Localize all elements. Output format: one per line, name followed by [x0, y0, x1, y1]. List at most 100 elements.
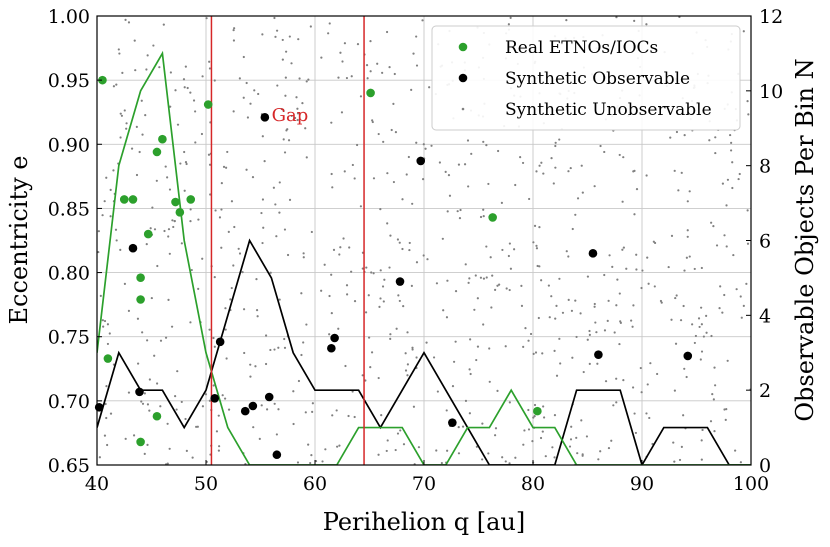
- synthetic-unobservable-point: [613, 331, 616, 334]
- synthetic-unobservable-point: [224, 328, 227, 331]
- synthetic-unobservable-point: [121, 71, 124, 75]
- synthetic-unobservable-point: [372, 272, 375, 275]
- synthetic-unobservable-point: [305, 323, 308, 326]
- synthetic-unobservable-point: [430, 144, 433, 147]
- y-axis-label: Eccentricity e: [5, 155, 33, 324]
- y-tick-label: 0.90: [48, 134, 90, 156]
- synthetic-unobservable-point: [376, 62, 379, 65]
- synthetic-unobservable-point: [673, 389, 676, 392]
- synthetic-unobservable-point: [309, 461, 312, 465]
- synthetic-unobservable-point: [109, 215, 112, 218]
- synthetic-unobservable-point: [588, 329, 591, 333]
- synthetic-unobservable-point: [625, 267, 628, 270]
- synthetic-unobservable-point: [224, 307, 227, 310]
- synthetic-unobservable-point: [328, 22, 331, 25]
- synthetic-unobservable-point: [184, 417, 187, 421]
- synthetic-unobservable-point: [734, 449, 737, 452]
- synthetic-unobservable-point: [535, 170, 538, 173]
- synthetic-unobservable-point: [579, 312, 582, 315]
- synthetic-unobservable-point: [570, 309, 574, 312]
- synthetic-unobservable-point: [726, 359, 729, 362]
- synthetic-unobservable-point: [639, 366, 642, 370]
- synthetic-unobservable-point: [482, 208, 485, 211]
- synthetic-unobservable-point: [519, 156, 522, 159]
- synthetic-unobservable-point: [183, 150, 186, 154]
- synthetic-unobservable-point: [232, 39, 236, 42]
- synthetic-unobservable-point: [114, 228, 118, 231]
- synthetic-unobservable-point: [541, 430, 544, 433]
- synthetic-unobservable-point: [274, 35, 277, 38]
- synthetic-unobservable-point: [646, 256, 649, 259]
- synthetic-unobservable-point: [173, 219, 176, 223]
- synthetic-unobservable-point: [338, 253, 341, 256]
- synthetic-unobservable-point: [444, 170, 447, 174]
- synthetic-unobservable-point: [401, 247, 404, 251]
- synthetic-unobservable-point: [508, 401, 511, 404]
- synthetic-unobservable-point: [746, 209, 749, 212]
- synthetic-unobservable-point: [159, 405, 162, 408]
- synthetic-unobservable-point: [261, 33, 264, 36]
- y-right-tick-label: 12: [759, 6, 783, 28]
- synthetic-unobservable-point: [343, 170, 346, 173]
- synthetic-unobservable-point: [683, 367, 686, 370]
- synthetic-unobservable-point: [302, 252, 305, 255]
- synthetic-unobservable-point: [390, 128, 393, 132]
- synthetic-unobservable-point: [223, 397, 227, 400]
- synthetic-unobservable-point: [454, 340, 457, 343]
- synthetic-unobservable-point: [474, 274, 477, 277]
- synthetic-unobservable-point: [428, 86, 431, 89]
- synthetic-unobservable-point: [233, 225, 236, 229]
- synthetic-unobservable-point: [533, 415, 536, 418]
- synthetic-unobservable-point: [292, 390, 295, 393]
- y-right-tick-label: 4: [759, 305, 771, 327]
- synthetic-unobservable-point: [283, 346, 287, 349]
- synthetic-unobservable-point: [103, 200, 106, 203]
- synthetic-unobservable-point: [174, 395, 177, 398]
- synthetic-unobservable-point: [682, 304, 685, 308]
- synthetic-unobservable-point: [417, 446, 421, 449]
- synthetic-unobservable-point: [336, 445, 339, 448]
- synthetic-unobservable-point: [331, 186, 334, 189]
- synthetic-unobservable-point: [700, 458, 703, 461]
- synthetic-unobservable-point: [468, 368, 471, 371]
- synthetic-unobservable-point: [168, 252, 171, 255]
- synthetic-unobservable-point: [108, 332, 111, 335]
- synthetic-unobservable-point: [700, 266, 703, 270]
- synthetic-unobservable-point: [217, 449, 220, 452]
- real-etno-point: [136, 273, 145, 283]
- synthetic-unobservable-point: [388, 266, 391, 269]
- synthetic-unobservable-point: [438, 161, 441, 164]
- synthetic-unobservable-point: [542, 405, 545, 408]
- synthetic-unobservable-point: [551, 446, 554, 449]
- synthetic-observable-point: [327, 343, 336, 353]
- synthetic-unobservable-point: [254, 365, 257, 368]
- synthetic-unobservable-point: [184, 160, 188, 164]
- synthetic-unobservable-point: [656, 372, 659, 376]
- synthetic-unobservable-point: [101, 214, 104, 217]
- synthetic-observable-point: [594, 350, 603, 359]
- synthetic-unobservable-point: [482, 323, 485, 326]
- synthetic-unobservable-point: [323, 263, 326, 266]
- synthetic-unobservable-point: [424, 147, 427, 150]
- synthetic-unobservable-point: [227, 230, 230, 233]
- gap-lines: [210, 16, 365, 465]
- synthetic-unobservable-point: [501, 248, 504, 252]
- synthetic-unobservable-point: [700, 350, 704, 353]
- synthetic-unobservable-point: [143, 392, 146, 395]
- synthetic-unobservable-point: [379, 208, 382, 211]
- synthetic-unobservable-point: [170, 325, 174, 328]
- synthetic-unobservable-point: [476, 297, 479, 300]
- synthetic-unobservable-point: [487, 182, 490, 186]
- synthetic-unobservable-point: [152, 44, 155, 47]
- synthetic-unobservable-point: [310, 230, 313, 234]
- synthetic-unobservable-point: [105, 385, 108, 388]
- synthetic-unobservable-point: [294, 116, 297, 120]
- synthetic-unobservable-point: [140, 99, 143, 102]
- synthetic-unobservable-point: [156, 264, 159, 268]
- synthetic-unobservable-point: [369, 39, 372, 43]
- synthetic-unobservable-point: [220, 246, 223, 249]
- synthetic-unobservable-point: [547, 284, 550, 287]
- legend-label: Synthetic Unobservable: [505, 100, 712, 120]
- synthetic-unobservable-point: [469, 372, 472, 376]
- y-tick-label: 0.65: [48, 455, 90, 477]
